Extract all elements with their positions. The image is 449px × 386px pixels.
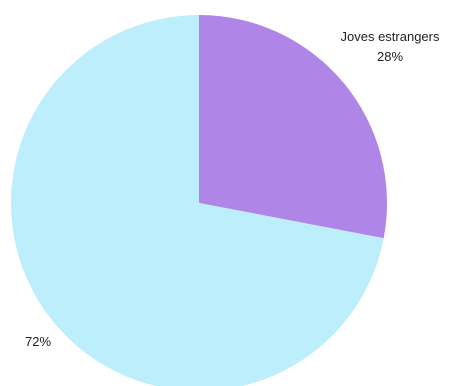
pie-slice-other [11, 15, 384, 386]
pie-slice-joves-estrangers [199, 15, 387, 239]
pie-slices [11, 15, 387, 386]
slice-value-label-other: 72% [25, 334, 51, 349]
slice-value-label-joves-estrangers: 28% [377, 49, 403, 64]
slice-label-joves-estrangers: Joves estrangers [341, 29, 440, 44]
